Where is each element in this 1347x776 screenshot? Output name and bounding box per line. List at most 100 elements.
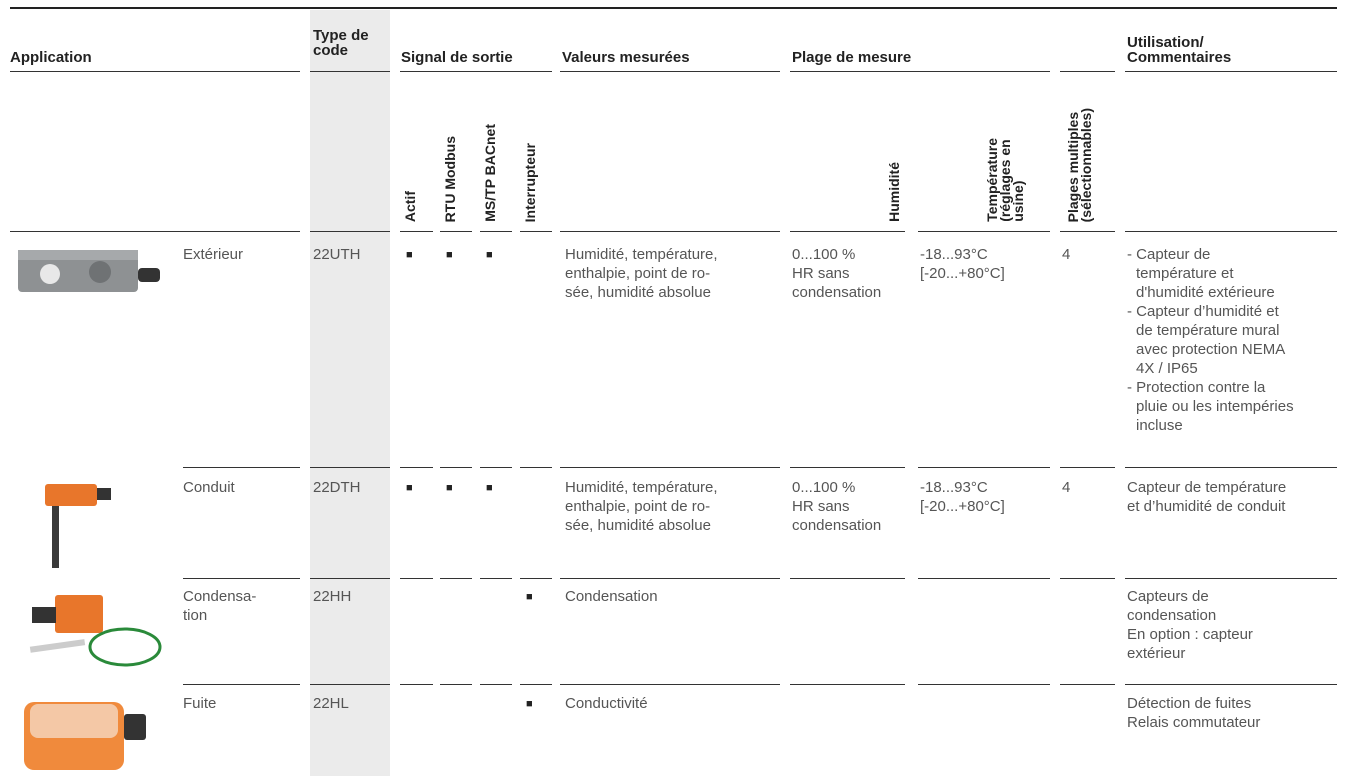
cell-text: 0...100 % HR sans condensation xyxy=(792,479,882,534)
cell-text: -18...93°C [-20...+80°C] xyxy=(920,246,1005,282)
usage-item: - Protection contre la pluie ou les inte… xyxy=(1127,379,1294,434)
rule xyxy=(1060,71,1115,72)
rule xyxy=(790,684,905,685)
rule xyxy=(480,231,512,232)
header: Signal de sortie xyxy=(401,49,513,66)
rule xyxy=(790,467,905,468)
rule xyxy=(1125,684,1337,685)
rule xyxy=(1125,578,1337,579)
check-mark: ■ xyxy=(446,249,453,261)
rule xyxy=(440,467,472,468)
header: Type de code xyxy=(313,27,369,59)
rule xyxy=(560,578,780,579)
check-mark: ■ xyxy=(406,249,413,261)
cell-text: Conduit xyxy=(183,479,235,496)
subheader: Température (réglages en usine) xyxy=(984,138,1026,222)
cell-text: 4 xyxy=(1062,479,1071,496)
rule xyxy=(310,578,390,579)
rule xyxy=(560,467,780,468)
usage-item: - Capteur d’humidité et de température m… xyxy=(1127,303,1286,377)
rule xyxy=(440,684,472,685)
rule xyxy=(480,467,512,468)
rule xyxy=(918,578,1050,579)
header: Valeurs mesurées xyxy=(562,49,690,66)
usage-item: Détection de fuites Relais commutateur xyxy=(1127,695,1261,731)
rule xyxy=(400,467,433,468)
cell-text: 22HH xyxy=(313,588,352,605)
cell-text: 0...100 % HR sans condensation xyxy=(792,246,882,301)
cell-text: 22DTH xyxy=(313,479,361,496)
code-column-bg xyxy=(310,10,390,776)
check-mark: ■ xyxy=(486,482,493,494)
rule xyxy=(400,71,552,72)
cell-text: Condensa- tion xyxy=(183,588,257,624)
product-image xyxy=(45,484,111,568)
rule xyxy=(400,578,433,579)
rule xyxy=(1125,231,1337,232)
check-mark: ■ xyxy=(526,591,533,603)
rule xyxy=(520,231,552,232)
subheader: Interrupteur xyxy=(522,142,538,222)
subheader: Plages multiples (sélectionnables) xyxy=(1065,107,1094,222)
rule xyxy=(918,684,1050,685)
rule xyxy=(520,684,552,685)
cell-text: 4 xyxy=(1062,246,1071,263)
cell-text: Extérieur xyxy=(183,246,244,263)
rule xyxy=(10,231,300,232)
cell-text: -18...93°C [-20...+80°C] xyxy=(920,479,1005,515)
cell-text: Fuite xyxy=(183,695,217,712)
subheader: Actif xyxy=(402,190,418,222)
cell-text: Humidité, température, enthalpie, point … xyxy=(565,246,718,301)
header: Utilisation/ Commentaires xyxy=(1127,34,1232,66)
rule xyxy=(310,467,390,468)
usage-item: - Capteur de température et d'humidité e… xyxy=(1127,246,1275,301)
rule xyxy=(183,467,300,468)
rule xyxy=(1060,467,1115,468)
rule xyxy=(1060,231,1115,232)
cell-text: 22HL xyxy=(313,695,349,712)
rule xyxy=(183,684,300,685)
rule xyxy=(790,71,1050,72)
cell-text: Humidité, température, enthalpie, point … xyxy=(565,479,718,534)
rule xyxy=(1125,467,1337,468)
rule xyxy=(560,231,780,232)
rule xyxy=(310,684,390,685)
top-rule xyxy=(10,7,1337,9)
header: Application xyxy=(10,49,92,66)
check-mark: ■ xyxy=(486,249,493,261)
cell-text: Condensation xyxy=(565,588,658,605)
subheader: RTU Modbus xyxy=(442,135,458,222)
rule xyxy=(480,684,512,685)
rule xyxy=(560,71,780,72)
usage-item: Capteurs de condensation En option : cap… xyxy=(1127,588,1253,662)
rule xyxy=(790,578,905,579)
rule xyxy=(560,684,780,685)
usage-item: Capteur de température et d’humidité de … xyxy=(1127,479,1287,515)
subheader: MS/TP BACnet xyxy=(482,124,498,222)
rule xyxy=(1060,578,1115,579)
rule xyxy=(440,231,472,232)
rule xyxy=(440,578,472,579)
cell-text: 22UTH xyxy=(313,246,361,263)
rule xyxy=(1060,684,1115,685)
cell-text: Conductivité xyxy=(565,695,648,712)
rule xyxy=(310,71,390,72)
check-mark: ■ xyxy=(526,698,533,710)
header: Plage de mesure xyxy=(792,49,912,66)
rule xyxy=(10,71,300,72)
rule xyxy=(790,231,905,232)
product-image xyxy=(24,702,146,770)
rule xyxy=(310,231,390,232)
rule xyxy=(520,578,552,579)
rule xyxy=(1125,71,1337,72)
rule xyxy=(400,684,433,685)
rule xyxy=(918,231,1050,232)
rule xyxy=(520,467,552,468)
rule xyxy=(918,467,1050,468)
rule xyxy=(480,578,512,579)
check-mark: ■ xyxy=(406,482,413,494)
subheader: Humidité xyxy=(886,162,902,222)
product-image xyxy=(18,250,160,292)
rule xyxy=(400,231,433,232)
